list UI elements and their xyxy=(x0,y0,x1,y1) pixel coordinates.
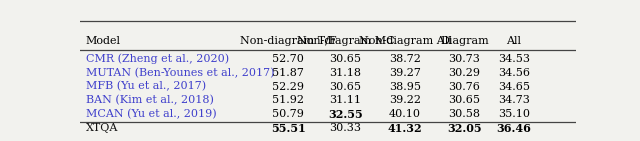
Text: 30.65: 30.65 xyxy=(330,54,362,64)
Text: 51.92: 51.92 xyxy=(273,95,305,105)
Text: 41.32: 41.32 xyxy=(388,123,422,134)
Text: 31.18: 31.18 xyxy=(330,68,362,78)
Text: 30.76: 30.76 xyxy=(449,81,481,92)
Text: 30.65: 30.65 xyxy=(449,95,481,105)
Text: 30.58: 30.58 xyxy=(449,109,481,119)
Text: All: All xyxy=(506,36,522,46)
Text: 52.70: 52.70 xyxy=(273,54,304,64)
Text: 34.56: 34.56 xyxy=(498,68,530,78)
Text: MFB (Yu et al., 2017): MFB (Yu et al., 2017) xyxy=(86,81,206,92)
Text: 34.65: 34.65 xyxy=(498,81,530,92)
Text: 30.65: 30.65 xyxy=(330,81,362,92)
Text: 32.55: 32.55 xyxy=(328,109,363,120)
Text: 30.29: 30.29 xyxy=(449,68,481,78)
Text: Non-diagram MC: Non-diagram MC xyxy=(296,36,394,46)
Text: 30.33: 30.33 xyxy=(330,123,362,133)
Text: 52.29: 52.29 xyxy=(273,81,305,92)
Text: MCAN (Yu et al., 2019): MCAN (Yu et al., 2019) xyxy=(86,109,216,119)
Text: 34.53: 34.53 xyxy=(498,54,530,64)
Text: Model: Model xyxy=(86,36,121,46)
Text: 38.95: 38.95 xyxy=(389,81,421,92)
Text: 34.73: 34.73 xyxy=(498,95,530,105)
Text: BAN (Kim et al., 2018): BAN (Kim et al., 2018) xyxy=(86,95,214,106)
Text: 55.51: 55.51 xyxy=(271,123,306,134)
Text: 32.05: 32.05 xyxy=(447,123,482,134)
Text: 30.73: 30.73 xyxy=(449,54,481,64)
Text: CMR (Zheng et al., 2020): CMR (Zheng et al., 2020) xyxy=(86,53,229,64)
Text: 38.72: 38.72 xyxy=(389,54,421,64)
Text: Non-diagram T/F: Non-diagram T/F xyxy=(240,36,337,46)
Text: 50.79: 50.79 xyxy=(273,109,304,119)
Text: 40.10: 40.10 xyxy=(389,109,421,119)
Text: 51.87: 51.87 xyxy=(273,68,304,78)
Text: MUTAN (Ben-Younes et al., 2017): MUTAN (Ben-Younes et al., 2017) xyxy=(86,67,275,78)
Text: 39.27: 39.27 xyxy=(389,68,421,78)
Text: XTQA: XTQA xyxy=(86,123,118,133)
Text: 31.11: 31.11 xyxy=(330,95,362,105)
Text: 35.10: 35.10 xyxy=(498,109,530,119)
Text: Non-diagram All: Non-diagram All xyxy=(358,36,451,46)
Text: 36.46: 36.46 xyxy=(497,123,531,134)
Text: Diagram: Diagram xyxy=(440,36,489,46)
Text: 39.22: 39.22 xyxy=(389,95,421,105)
